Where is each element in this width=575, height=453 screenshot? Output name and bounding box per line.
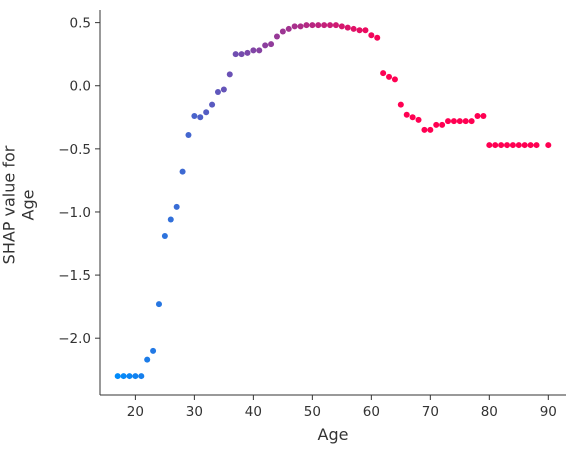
data-point — [338, 23, 345, 30]
x-axis-title: Age — [318, 425, 349, 444]
data-point — [214, 89, 221, 96]
data-point — [238, 51, 245, 58]
data-point — [179, 168, 186, 175]
data-point — [226, 71, 233, 78]
data-point — [262, 42, 269, 49]
data-point — [415, 116, 422, 123]
data-point — [250, 47, 257, 54]
data-point — [356, 27, 363, 34]
data-point — [427, 126, 434, 133]
data-point — [132, 373, 139, 380]
data-point — [285, 25, 292, 32]
data-point — [445, 118, 452, 125]
data-point — [521, 142, 528, 149]
data-point — [185, 131, 192, 138]
data-point — [197, 114, 204, 121]
y-tick-label: 0.0 — [70, 79, 91, 95]
data-point — [220, 86, 227, 93]
data-point — [509, 142, 516, 149]
data-point — [468, 118, 475, 125]
data-point — [456, 118, 463, 125]
data-point — [527, 142, 534, 149]
data-point — [480, 113, 487, 120]
data-point — [397, 101, 404, 108]
data-point — [474, 113, 481, 120]
data-point — [498, 142, 505, 149]
data-point — [203, 109, 210, 116]
data-point — [303, 22, 310, 29]
x-tick-label: 70 — [422, 404, 439, 420]
x-tick-label: 30 — [186, 404, 203, 420]
data-point — [273, 33, 280, 40]
data-point — [167, 216, 174, 223]
y-tick-label: −1.5 — [58, 268, 91, 284]
data-point — [504, 142, 511, 149]
data-point — [297, 23, 304, 30]
data-point — [368, 32, 375, 39]
data-point — [126, 373, 133, 380]
data-point — [268, 41, 275, 48]
data-point — [291, 23, 298, 30]
data-point — [150, 347, 157, 354]
data-point — [533, 142, 540, 149]
data-point — [380, 70, 387, 77]
data-point — [332, 22, 339, 29]
y-tick-label: −2.0 — [58, 331, 91, 347]
y-tick-label: −1.0 — [58, 205, 91, 221]
data-point — [120, 373, 127, 380]
data-point — [515, 142, 522, 149]
data-point — [244, 49, 251, 56]
data-point — [374, 34, 381, 41]
data-point — [439, 121, 446, 128]
data-point — [321, 22, 328, 29]
y-tick-label: −0.5 — [58, 142, 91, 158]
data-point — [144, 356, 151, 363]
x-axis: 20 30 40 50 60 70 80 90 Age — [100, 394, 566, 444]
x-tick-label: 60 — [363, 404, 380, 420]
data-point — [421, 126, 428, 133]
data-point — [173, 203, 180, 210]
x-ticks: 20 30 40 50 60 70 80 90 — [127, 395, 557, 420]
data-point — [350, 25, 357, 32]
data-point — [327, 22, 334, 29]
data-point — [155, 301, 162, 308]
data-point — [209, 101, 216, 108]
x-tick-label: 40 — [245, 404, 262, 420]
y-axis-title: SHAP value forAge — [0, 145, 38, 264]
data-point — [462, 118, 469, 125]
data-point — [309, 22, 316, 29]
data-points — [114, 22, 552, 380]
y-ticks: 0.5 0.0 −0.5 −1.0 −1.5 −2.0 — [58, 16, 100, 347]
data-point — [279, 28, 286, 35]
data-point — [486, 142, 493, 149]
data-point — [315, 22, 322, 29]
y-axis: 0.5 0.0 −0.5 −1.0 −1.5 −2.0 SHAP value forAge — [0, 10, 101, 395]
data-point — [391, 76, 398, 83]
data-point — [492, 142, 499, 149]
data-point — [545, 142, 552, 149]
data-point — [409, 114, 416, 121]
data-point — [344, 24, 351, 31]
data-point — [114, 373, 121, 380]
data-point — [232, 51, 239, 58]
data-point — [386, 73, 393, 80]
x-tick-label: 90 — [540, 404, 557, 420]
data-point — [362, 27, 369, 34]
data-point — [256, 47, 263, 54]
data-point — [403, 111, 410, 118]
data-point — [161, 232, 168, 239]
x-tick-label: 50 — [304, 404, 321, 420]
data-point — [450, 118, 457, 125]
data-point — [138, 373, 145, 380]
y-tick-label: 0.5 — [70, 16, 91, 32]
data-point — [433, 121, 440, 128]
data-point — [191, 113, 198, 120]
x-tick-label: 80 — [481, 404, 498, 420]
x-tick-label: 20 — [127, 404, 144, 420]
